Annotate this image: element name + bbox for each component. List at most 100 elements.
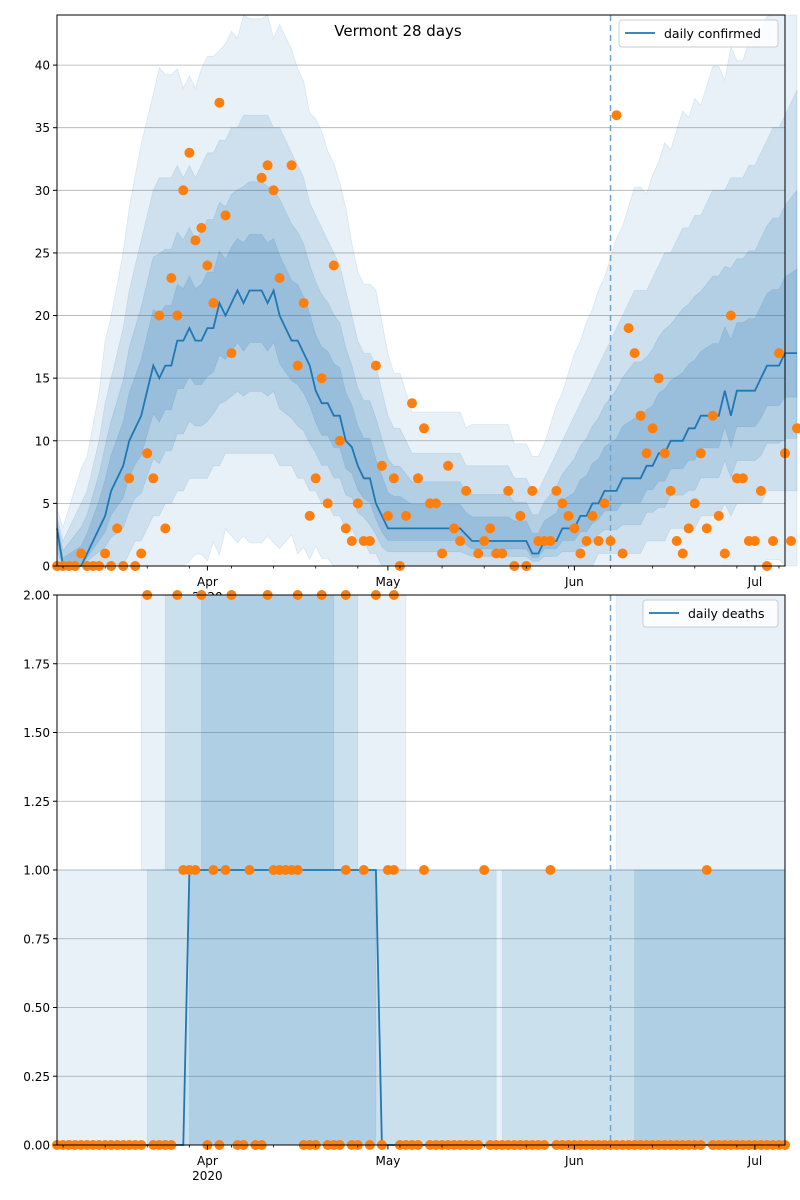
observed-point — [190, 235, 201, 246]
y-tick-label: 20 — [35, 309, 50, 323]
observed-point — [725, 310, 736, 321]
observed-point — [768, 536, 778, 546]
observed-point — [340, 865, 351, 875]
observed-point — [611, 110, 622, 121]
confirmed-plot-border — [56, 14, 786, 567]
observed-point — [641, 448, 652, 459]
confirmed-legend-box — [618, 19, 779, 48]
observed-point — [256, 172, 267, 183]
deaths-legend-label: daily deaths — [688, 606, 765, 621]
observed-point — [485, 523, 496, 534]
x-tick-label: Jul — [747, 1154, 762, 1168]
observed-point — [419, 865, 429, 875]
observed-point — [701, 865, 712, 875]
observed-point — [172, 310, 183, 321]
observed-point — [298, 298, 309, 308]
observed-point — [226, 348, 237, 359]
confirmed-y-axis: 0 5 10 15 20 25 30 35 40 — [35, 59, 57, 574]
observed-point — [683, 523, 694, 534]
observed-point — [449, 523, 460, 534]
observed-point — [292, 360, 303, 371]
observed-point — [617, 548, 628, 559]
band-outer — [56, 14, 798, 567]
confirmed-legend-label: daily confirmed — [664, 26, 761, 41]
observed-point — [100, 548, 111, 559]
observed-point — [340, 523, 351, 534]
confirmed-uncertainty-bands — [56, 14, 798, 567]
observed-point — [136, 548, 147, 559]
observed-point — [220, 210, 231, 221]
deaths-chart: 0.00 0.25 0.50 0.75 1.00 1.25 1.50 1.75 2.00 Apr… — [23, 589, 790, 1183]
y-tick-label: 35 — [35, 121, 50, 135]
observed-point — [593, 536, 604, 546]
band-mid — [56, 181, 798, 567]
observed-point — [689, 498, 700, 509]
observed-point — [388, 865, 399, 875]
x-tick-label: May — [376, 575, 401, 589]
observed-point — [707, 410, 718, 421]
observed-point — [214, 97, 225, 108]
observed-point — [142, 448, 153, 459]
observed-point — [244, 865, 255, 875]
y-tick-label: 0.00 — [23, 1139, 50, 1153]
observed-point — [569, 523, 580, 534]
observed-point — [292, 865, 303, 875]
deaths-legend: daily deaths — [642, 599, 779, 628]
observed-point — [388, 473, 399, 484]
observed-point — [178, 185, 189, 196]
y-tick-label: 40 — [35, 59, 50, 73]
y-tick-label: 1.25 — [23, 795, 50, 809]
observed-point — [286, 160, 297, 171]
observed-point — [455, 536, 466, 546]
band-inner — [188, 869, 377, 1146]
band-mid — [501, 869, 786, 1146]
observed-point — [262, 160, 273, 171]
observed-point — [671, 536, 682, 546]
y-tick-label: 1.00 — [23, 864, 50, 878]
observed-point — [443, 460, 454, 471]
observed-point — [605, 536, 616, 546]
observed-point — [316, 373, 327, 384]
band-outer-high — [140, 594, 407, 871]
confirmed-legend: daily confirmed — [618, 19, 779, 48]
observed-point — [154, 310, 165, 321]
daily-confirmed-line — [56, 287, 797, 567]
x-tick-label: Jun — [564, 575, 584, 589]
deaths-uncertainty-bands — [56, 594, 786, 1146]
observed-point — [401, 510, 411, 521]
y-tick-label: 0.75 — [23, 932, 50, 946]
observed-point — [376, 460, 387, 471]
observed-point — [413, 473, 423, 484]
observed-point — [473, 548, 484, 559]
observed-point — [503, 485, 514, 496]
x-tick-label: May — [376, 1154, 401, 1168]
deaths-legend-box — [642, 599, 779, 628]
observed-point — [755, 485, 766, 496]
y-tick-label: 30 — [35, 184, 50, 198]
observed-point — [358, 865, 369, 875]
band-inner-high — [200, 594, 335, 871]
observed-point — [208, 865, 219, 875]
y-tick-label: 25 — [35, 246, 50, 260]
x-tick-sublabel: 2020 — [192, 1169, 223, 1183]
observed-point — [437, 548, 448, 559]
observed-point — [352, 498, 363, 509]
observed-point — [184, 147, 195, 158]
deaths-y-axis: 0.00 0.25 0.50 0.75 1.00 1.25 1.50 1.75 2.00 — [23, 589, 57, 1153]
y-tick-label: 0.50 — [23, 1001, 50, 1015]
observed-point — [551, 485, 562, 496]
observed-point — [575, 548, 586, 559]
observed-point — [268, 185, 279, 196]
confirmed-series-line — [56, 287, 797, 567]
observed-point — [479, 865, 490, 875]
observed-point — [792, 423, 800, 434]
observed-point — [112, 523, 123, 534]
observed-point — [599, 498, 610, 509]
y-tick-label: 15 — [35, 372, 50, 386]
observed-point — [629, 348, 640, 359]
observed-point — [304, 510, 315, 521]
observed-point — [737, 473, 748, 484]
observed-point — [659, 448, 670, 459]
y-tick-label: 2.00 — [23, 589, 50, 603]
